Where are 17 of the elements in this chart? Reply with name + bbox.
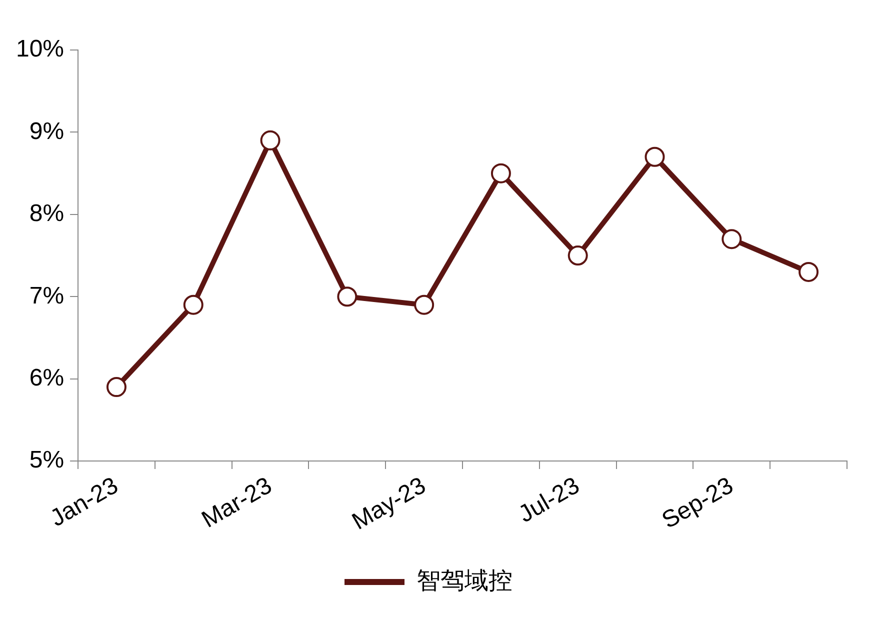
point [106, 377, 126, 398]
point [337, 286, 358, 307]
point [568, 246, 588, 266]
legend-label: 智驾域控 [416, 568, 512, 595]
point [490, 163, 511, 184]
point [260, 130, 280, 150]
point [414, 294, 434, 315]
point [183, 294, 204, 315]
point [644, 146, 665, 167]
y-tick-label: 8% [29, 200, 64, 228]
point [798, 262, 819, 282]
point [722, 229, 742, 250]
y-tick-label: 6% [29, 364, 64, 392]
y-tick-label: 9% [29, 118, 64, 145]
y-tick-label: 7% [29, 282, 64, 310]
y-tick-label: 10% [16, 36, 64, 63]
y-tick-label: 5% [29, 446, 64, 474]
